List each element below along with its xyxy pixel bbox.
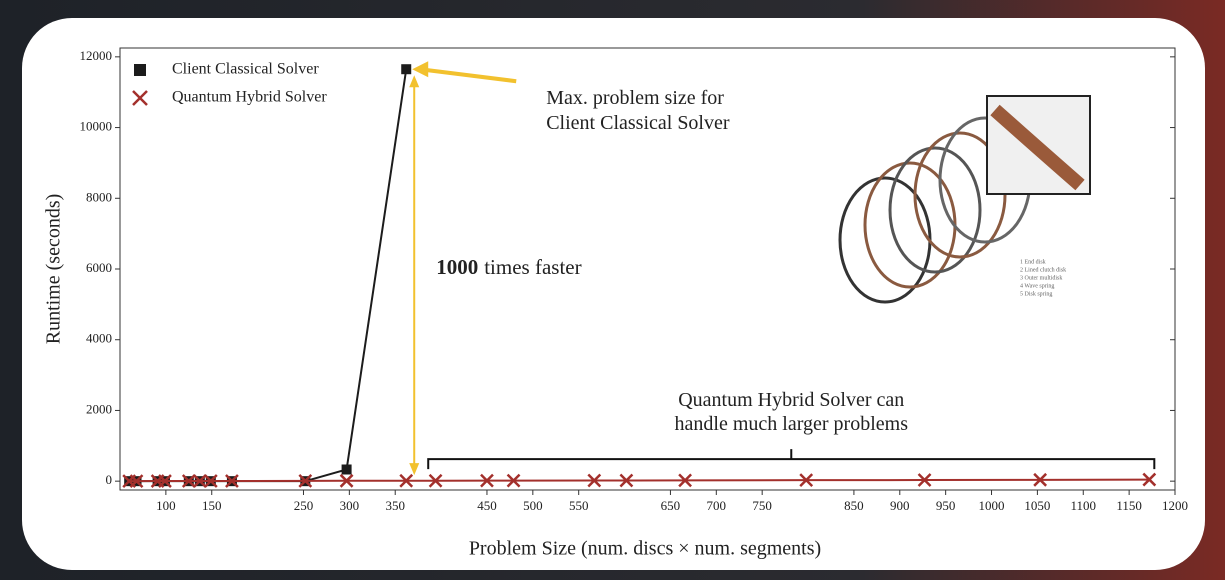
- x-tick-label: 950: [936, 498, 956, 513]
- chart: Problem Size (num. discs × num. segments…: [0, 0, 1225, 580]
- x-tick-label: 850: [844, 498, 864, 513]
- x-tick-label: 250: [294, 498, 314, 513]
- inset-label: 4 Wave spring: [1020, 283, 1054, 289]
- speedup-number: 1000: [436, 255, 478, 279]
- x-tick-label: 550: [569, 498, 589, 513]
- x-tick-label: 500: [523, 498, 543, 513]
- annotation-larger: Quantum Hybrid Solver can: [678, 389, 904, 411]
- x-tick-label: 1000: [979, 498, 1005, 513]
- x-tick-label: 750: [752, 498, 772, 513]
- legend-label: Client Classical Solver: [172, 61, 319, 78]
- point: [342, 464, 352, 474]
- point: [401, 64, 411, 74]
- x-tick-label: 150: [202, 498, 222, 513]
- x-tick-label: 1100: [1070, 498, 1096, 513]
- y-tick-label: 10000: [80, 119, 113, 134]
- x-tick-label: 1050: [1024, 498, 1050, 513]
- x-axis-label: Problem Size (num. discs × num. segments…: [469, 538, 821, 560]
- annotation-larger: handle much larger problems: [675, 413, 909, 435]
- y-tick-label: 2000: [86, 401, 112, 416]
- y-tick-label: 12000: [80, 48, 113, 63]
- y-axis-label: Runtime (seconds): [43, 194, 65, 345]
- speedup-text: times faster: [484, 255, 581, 279]
- x-tick-label: 900: [890, 498, 910, 513]
- annotation-max: Client Classical Solver: [546, 112, 730, 134]
- x-tick-label: 300: [340, 498, 360, 513]
- y-tick-label: 0: [106, 472, 113, 487]
- inset-label: 2 Lined clutch disk: [1020, 267, 1066, 273]
- legend-marker: [134, 64, 146, 76]
- x-tick-label: 1150: [1116, 498, 1142, 513]
- x-tick-label: 650: [661, 498, 681, 513]
- inset-label: 1 End disk: [1020, 259, 1046, 265]
- x-tick-label: 100: [156, 498, 176, 513]
- page: Problem Size (num. discs × num. segments…: [0, 0, 1225, 580]
- y-tick-label: 6000: [86, 260, 112, 275]
- annotation-max: Max. problem size for: [546, 87, 724, 109]
- inset-label: 5 Disk spring: [1020, 291, 1052, 297]
- y-tick-label: 4000: [86, 331, 112, 346]
- inset-label: 3 Outer multidisk: [1020, 275, 1062, 281]
- x-tick-label: 1200: [1162, 498, 1188, 513]
- legend-label: Quantum Hybrid Solver: [172, 89, 327, 106]
- x-tick-label: 350: [385, 498, 405, 513]
- y-tick-label: 8000: [86, 189, 112, 204]
- x-tick-label: 450: [477, 498, 497, 513]
- x-tick-label: 700: [707, 498, 727, 513]
